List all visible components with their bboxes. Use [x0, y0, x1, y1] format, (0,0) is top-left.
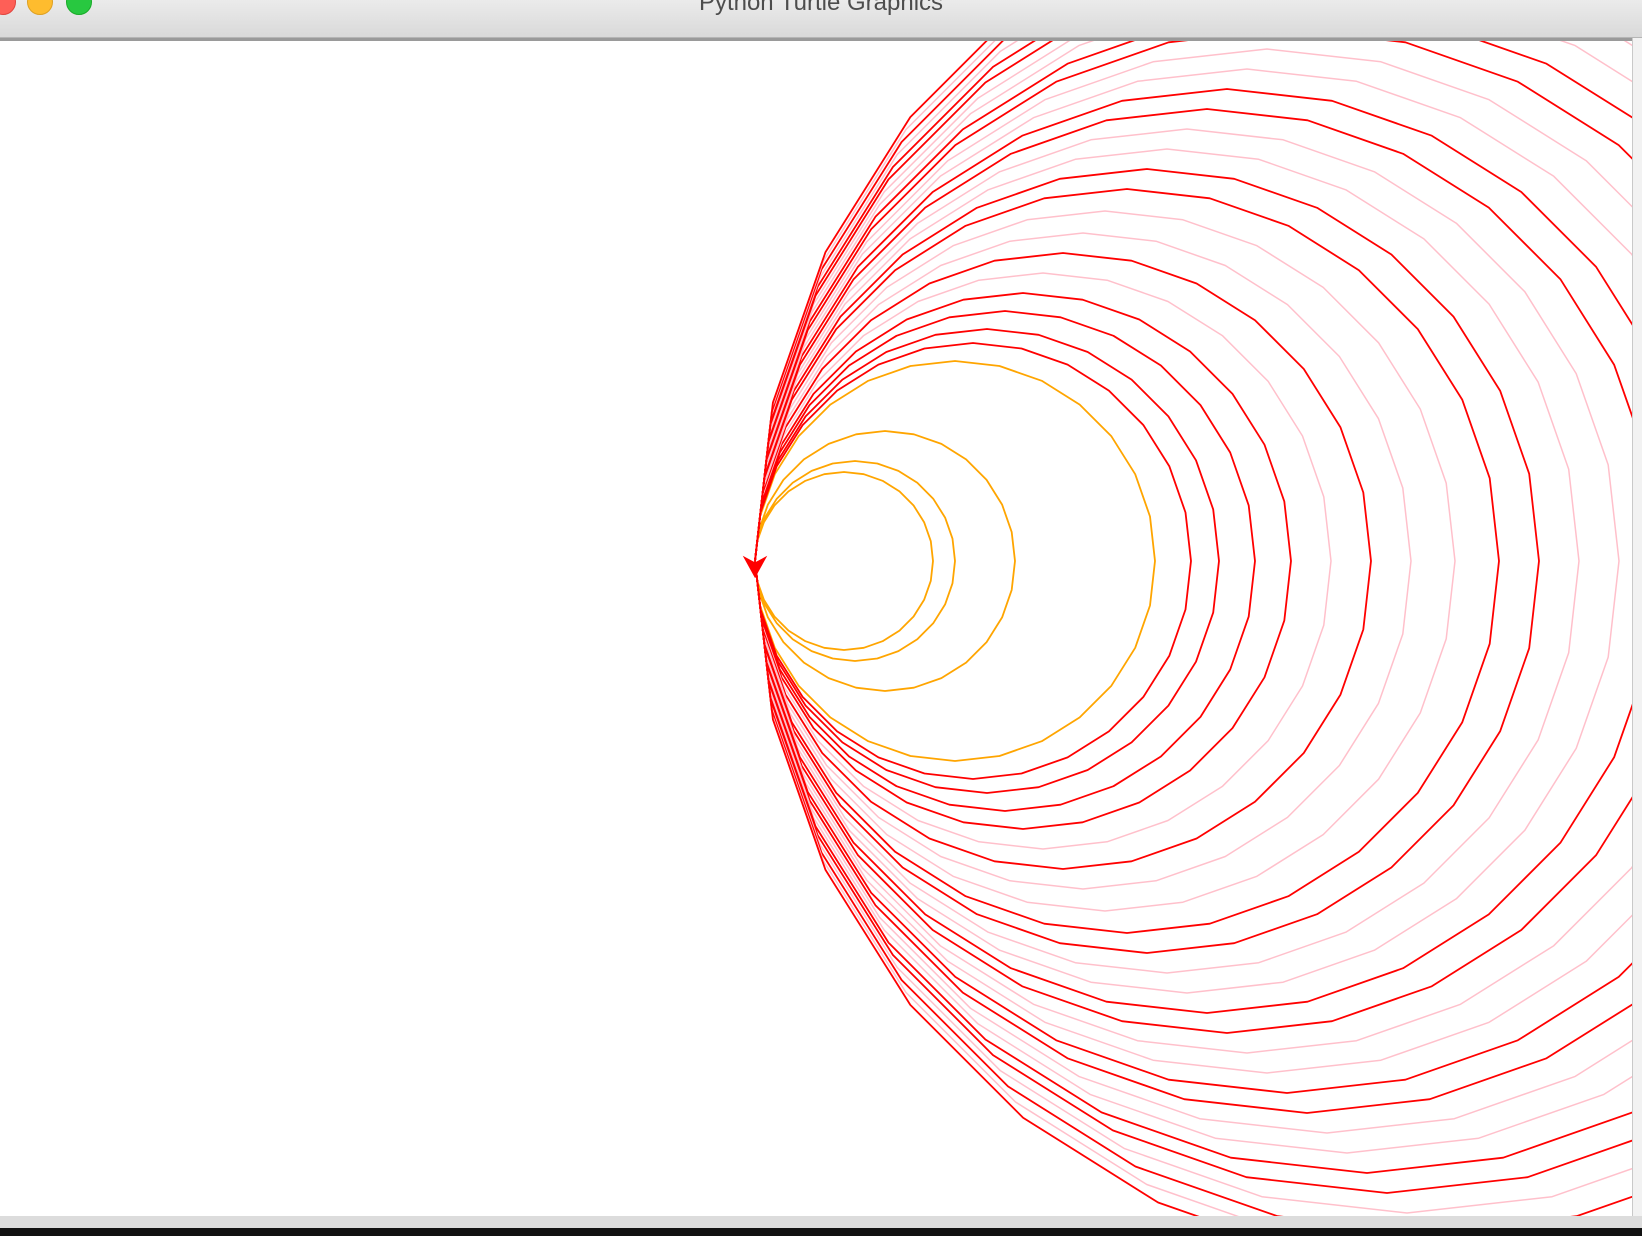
- turtle-circle-21: [754, 41, 1632, 1114]
- turtle-circle-26: [754, 41, 1632, 1214]
- window-right-edge: [1632, 38, 1642, 1228]
- turtle-circle-17: [754, 88, 1632, 1034]
- turtle-circle-2: [754, 430, 1016, 692]
- turtle-circle-18: [754, 68, 1632, 1054]
- turtle-circle-12: [754, 188, 1500, 934]
- turtle-circle-14: [754, 148, 1580, 974]
- turtle-circle-27: [754, 41, 1632, 1216]
- turtle-circle-8: [754, 272, 1332, 850]
- turtle-circle-15: [754, 128, 1620, 994]
- turtle-circle-0: [754, 471, 934, 651]
- turtle-cursor-icon: [742, 555, 768, 579]
- turtle-circle-22: [754, 41, 1632, 1134]
- window-bottom-edge: [0, 1216, 1642, 1228]
- screen-bottom-bar: [0, 1228, 1642, 1236]
- turtle-circle-19: [754, 48, 1632, 1074]
- turtle-circle-23: [754, 41, 1632, 1154]
- turtle-circle-28: [754, 41, 1240, 1216]
- turtle-circle-9: [754, 252, 1372, 870]
- window-title: Python Turtle Graphics: [698, 0, 944, 16]
- turtle-canvas[interactable]: [0, 38, 1632, 1216]
- turtle-circle-3: [754, 360, 1156, 762]
- turtle-circle-1: [754, 460, 956, 662]
- turtle-drawing: [742, 41, 1632, 1216]
- turtle-circle-11: [754, 210, 1456, 912]
- turtle-circle-6: [754, 310, 1256, 812]
- window-titlebar: Python Turtle Graphics: [0, 0, 1642, 38]
- turtle-circle-5: [754, 328, 1220, 794]
- turtle-circle-4: [754, 342, 1192, 780]
- turtle-circle-7: [754, 292, 1292, 830]
- turtle-circle-20: [754, 41, 1632, 1094]
- turtle-circle-29: [754, 41, 1200, 1216]
- turtle-circle-16: [754, 108, 1632, 1014]
- turtle-circle-10: [754, 232, 1412, 890]
- turtle-circle-24: [754, 41, 1632, 1174]
- turtle-circle-25: [754, 41, 1632, 1194]
- turtle-circle-13: [754, 168, 1540, 954]
